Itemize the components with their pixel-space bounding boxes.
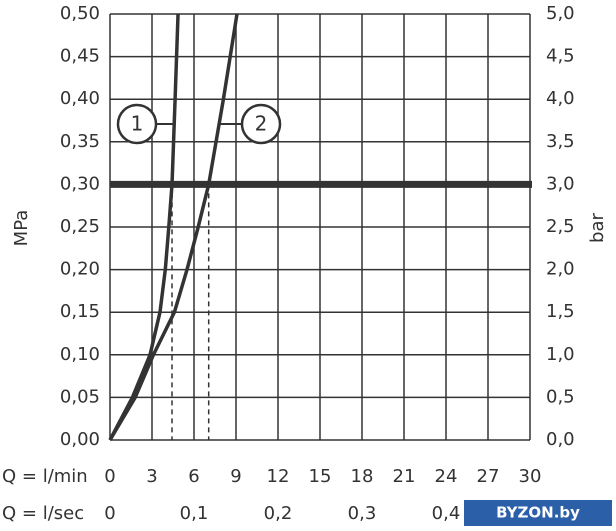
x-tick-label: 24 [435, 466, 458, 487]
y2-tick-label: 3,0 [546, 173, 575, 194]
x-tick-label: 27 [477, 466, 500, 487]
y2-tick-label: 1,0 [546, 344, 575, 365]
legend-circle [240, 103, 282, 145]
y-tick-label: 0,10 [60, 344, 100, 365]
y2-axis-label: bar [587, 212, 608, 242]
y2-tick-label: 0,5 [546, 386, 575, 407]
x-tick-label: 6 [188, 466, 199, 487]
y-axis-label: MPa [11, 210, 32, 247]
y2-tick-label: 4,5 [546, 46, 575, 67]
legend-circle [116, 103, 158, 145]
y2-tick-label: 5,0 [546, 3, 575, 24]
x2-tick-label: 0,2 [264, 503, 293, 524]
x-tick-label: 21 [393, 466, 416, 487]
x2-tick-label: 0,3 [348, 503, 377, 524]
x-tick-label: 12 [267, 466, 290, 487]
x-tick-label: 18 [351, 466, 374, 487]
x-tick-label: 0 [104, 466, 115, 487]
y2-tick-label: 3,5 [546, 131, 575, 152]
y-tick-label: 0,20 [60, 259, 100, 280]
y-tick-label: 0,35 [60, 131, 100, 152]
x-axis-label: Q = l/min [2, 466, 88, 487]
y-tick-label: 0,30 [60, 173, 100, 194]
y-tick-label: 0,25 [60, 216, 100, 237]
legend-label: 2 [255, 112, 268, 136]
y-tick-label: 0,40 [60, 88, 100, 109]
legend-label: 1 [131, 112, 144, 136]
y-tick-label: 0,00 [60, 429, 100, 450]
x2-tick-label: 0,1 [180, 503, 209, 524]
y-tick-label: 0,50 [60, 3, 100, 24]
y2-tick-label: 4,0 [546, 88, 575, 109]
x-tick-label: 30 [519, 466, 542, 487]
line [108, 13, 180, 441]
x-tick-label: 3 [146, 466, 157, 487]
x2-tick-label: 0 [104, 503, 115, 524]
y2-tick-label: 2,0 [546, 259, 575, 280]
y2-tick-label: 1,5 [546, 301, 575, 322]
y2-tick-label: 0,0 [546, 429, 575, 450]
x-tick-label: 15 [309, 466, 332, 487]
y-tick-label: 0,05 [60, 386, 100, 407]
x2-axis-label: Q = l/sec [2, 503, 84, 524]
x2-tick-label: 0,4 [432, 503, 461, 524]
y-tick-label: 0,45 [60, 46, 100, 67]
watermark-box [464, 500, 612, 526]
watermark: BYZON.by [496, 504, 580, 522]
x-tick-label: 9 [230, 466, 241, 487]
y-tick-label: 0,15 [60, 301, 100, 322]
line [108, 13, 239, 441]
y2-tick-label: 2,5 [546, 216, 575, 237]
